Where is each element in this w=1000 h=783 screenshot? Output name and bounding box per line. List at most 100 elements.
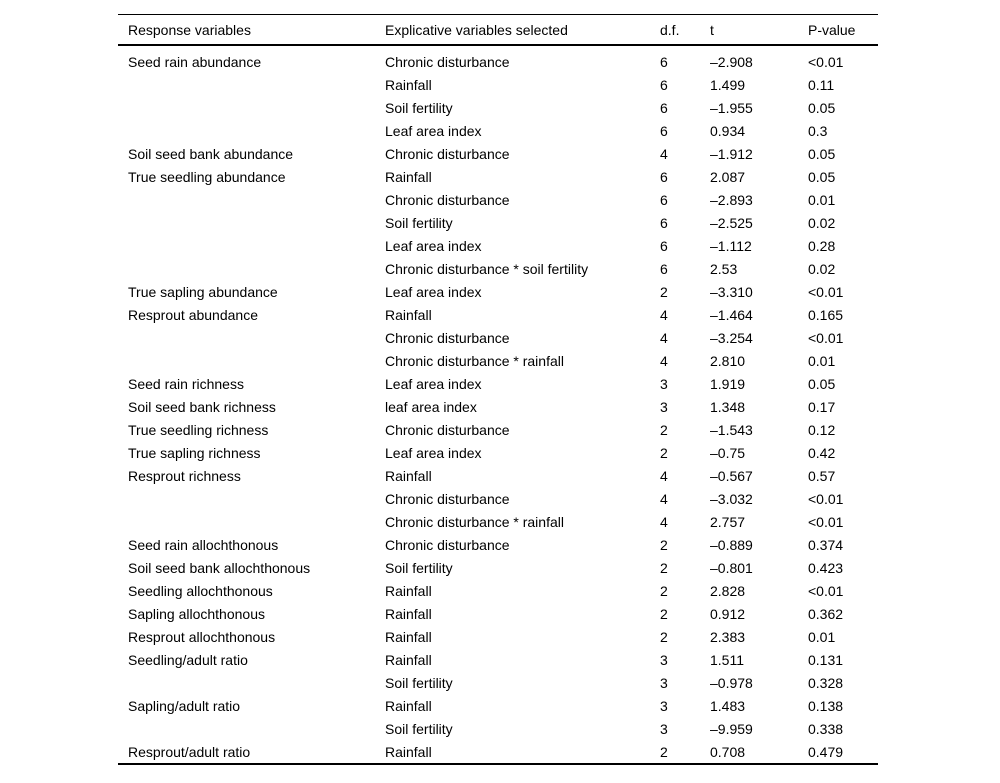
t-cell: –1.955 xyxy=(710,99,753,116)
df-cell: 2 xyxy=(660,582,668,599)
df-cell: 4 xyxy=(660,329,668,346)
table-row: Soil fertility 3 –9.959 0.338 xyxy=(118,717,878,740)
t-cell: –3.310 xyxy=(710,283,753,300)
table-row: Soil fertility 6 –1.955 0.05 xyxy=(118,96,878,119)
response-variable-cell: Soil seed bank richness xyxy=(128,398,276,415)
table-row: Seed rain allochthonous Chronic disturban… xyxy=(118,533,878,556)
table-row: Soil seed bank richness leaf area index 3 1… xyxy=(118,395,878,418)
explicative-variable-cell: Chronic disturbance xyxy=(385,53,510,70)
table-row: Soil seed bank abundance Chronic disturba… xyxy=(118,142,878,165)
explicative-variable-cell: Chronic disturbance * rainfall xyxy=(385,513,564,530)
explicative-variable-cell: Leaf area index xyxy=(385,375,482,392)
t-cell: –1.464 xyxy=(710,306,753,323)
p-value-cell: 0.362 xyxy=(808,605,844,622)
response-variable-cell: Resprout abundance xyxy=(128,306,258,323)
explicative-variable-cell: leaf area index xyxy=(385,398,477,415)
df-cell: 4 xyxy=(660,352,668,369)
table-row: Chronic disturbance * rainfall 4 2.810 0.01 xyxy=(118,349,878,372)
response-variable-cell: True seedling richness xyxy=(128,421,269,438)
response-variable-cell xyxy=(118,234,385,257)
explicative-variable-cell: Chronic disturbance xyxy=(385,421,510,438)
explicative-variable-cell: Rainfall xyxy=(385,582,432,599)
response-variable-cell xyxy=(118,717,385,740)
explicative-variable-cell: Leaf area index xyxy=(385,283,482,300)
explicative-variable-cell: Chronic disturbance xyxy=(385,329,510,346)
explicative-variable-cell: Chronic disturbance xyxy=(385,490,510,507)
p-value-cell: 0.131 xyxy=(808,651,844,668)
table-row: Chronic disturbance 6 –2.893 0.01 xyxy=(118,188,878,211)
response-variable-cell: Sapling allochthonous xyxy=(128,605,265,622)
response-variable-cell xyxy=(118,326,385,349)
p-value-cell: <0.01 xyxy=(808,283,844,300)
df-cell: 3 xyxy=(660,398,668,415)
table-row: True seedling richness Chronic disturbanc… xyxy=(118,418,878,441)
table-row: Soil fertility 6 –2.525 0.02 xyxy=(118,211,878,234)
explicative-variable-cell: Soil fertility xyxy=(385,720,453,737)
response-variable-cell: Soil seed bank abundance xyxy=(128,145,294,162)
table-row: Resprout richness Rainfall 4 –0.567 0.57 xyxy=(118,464,878,487)
df-cell: 2 xyxy=(660,628,668,645)
t-cell: –1.543 xyxy=(710,421,753,438)
df-cell: 3 xyxy=(660,651,668,668)
p-value-cell: 0.02 xyxy=(808,260,836,277)
response-variable-cell: Resprout richness xyxy=(128,467,241,484)
p-value-cell: 0.28 xyxy=(808,237,836,254)
p-value-cell: 0.479 xyxy=(808,740,878,765)
header-t: t xyxy=(710,14,808,46)
t-cell: 1.483 xyxy=(710,697,746,714)
p-value-cell: <0.01 xyxy=(808,582,844,599)
t-cell: 2.828 xyxy=(710,582,746,599)
explicative-variable-cell: Soil fertility xyxy=(385,559,453,576)
response-variable-cell: Seedling/adult ratio xyxy=(128,651,248,668)
header-p-value: P-value xyxy=(808,14,878,46)
table-row: True seedling abundance Rainfall 6 2.087 0.0… xyxy=(118,165,878,188)
response-variable-cell xyxy=(118,349,385,372)
df-cell: 6 xyxy=(660,53,668,70)
p-value-cell: 0.01 xyxy=(808,352,836,369)
explicative-variable-cell: Rainfall xyxy=(385,168,432,185)
t-cell: 2.757 xyxy=(710,513,746,530)
explicative-variable-cell: Soil fertility xyxy=(385,674,453,691)
p-value-cell: 0.138 xyxy=(808,697,844,714)
response-variable-cell: Seed rain richness xyxy=(128,375,244,392)
df-cell: 4 xyxy=(660,145,668,162)
statistical-results-table: Response variables Explicative variables… xyxy=(118,14,878,765)
t-cell: 1.511 xyxy=(710,651,744,668)
header-explicative-variables: Explicative variables selected xyxy=(385,14,660,46)
t-cell: –1.112 xyxy=(710,237,752,254)
explicative-variable-cell: Chronic disturbance xyxy=(385,145,510,162)
response-variable-cell xyxy=(118,119,385,142)
table-row: Sapling/adult ratio Rainfall 3 1.483 0.138 xyxy=(118,694,878,717)
table-row: Leaf area index 6 –1.112 0.28 xyxy=(118,234,878,257)
t-cell: 0.708 xyxy=(710,740,808,765)
p-value-cell: 0.05 xyxy=(808,375,836,392)
t-cell: –0.567 xyxy=(710,467,753,484)
response-variable-cell: Seed rain abundance xyxy=(128,53,262,70)
explicative-variable-cell: Soil fertility xyxy=(385,99,453,116)
response-variable-cell: Resprout/adult ratio xyxy=(118,740,385,765)
df-cell: 6 xyxy=(660,122,668,139)
t-cell: –3.254 xyxy=(710,329,753,346)
p-value-cell: 0.328 xyxy=(808,674,844,691)
t-cell: 1.919 xyxy=(710,375,746,392)
t-cell: 2.383 xyxy=(710,628,746,645)
p-value-cell: 0.01 xyxy=(808,191,836,208)
explicative-variable-cell: Chronic disturbance * rainfall xyxy=(385,352,564,369)
p-value-cell: <0.01 xyxy=(808,53,844,70)
explicative-variable-cell: Rainfall xyxy=(385,697,432,714)
table-row: True sapling abundance Leaf area index 2 –3… xyxy=(118,280,878,303)
t-cell: 0.912 xyxy=(710,605,746,622)
table-body: Seed rain abundance Chronic disturbance 6 –… xyxy=(118,45,878,765)
explicative-variable-cell: Rainfall xyxy=(385,628,432,645)
explicative-variable-cell: Chronic disturbance * soil fertility xyxy=(385,260,589,277)
p-value-cell: 0.01 xyxy=(808,628,836,645)
explicative-variable-cell: Chronic disturbance xyxy=(385,191,510,208)
p-value-cell: 0.57 xyxy=(808,467,836,484)
explicative-variable-cell: Leaf area index xyxy=(385,237,482,254)
p-value-cell: 0.165 xyxy=(808,306,844,323)
df-cell: 6 xyxy=(660,214,668,231)
p-value-cell: <0.01 xyxy=(808,490,844,507)
df-cell: 2 xyxy=(660,740,710,765)
t-cell: –2.525 xyxy=(710,214,753,231)
t-cell: –1.912 xyxy=(710,145,753,162)
